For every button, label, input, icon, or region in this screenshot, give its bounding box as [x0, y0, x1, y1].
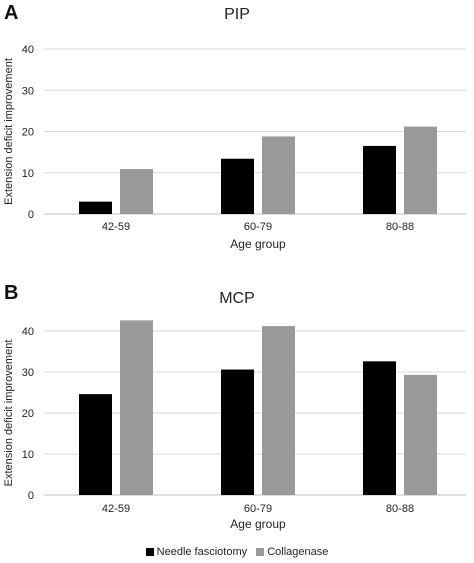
mcp-bar-needle-42-59	[79, 394, 112, 495]
legend: Needle fasciotomy Collagenase	[0, 546, 474, 559]
pip-bar-collagenase-60-79	[262, 136, 295, 214]
pip-bar-needle-80-88	[363, 145, 396, 214]
mcp-y-tick-label: 0	[28, 490, 34, 502]
mcp-bar-collagenase-42-59	[120, 320, 153, 495]
pip-bar-collagenase-80-88	[404, 126, 437, 214]
pip-x-axis-label: Age group	[230, 237, 286, 251]
mcp-x-axis-label: Age group	[230, 517, 286, 531]
mcp-bar-collagenase-60-79	[262, 326, 295, 495]
mcp-chart-title: MCP	[219, 290, 255, 307]
mcp-x-tick-label: 42-59	[102, 503, 130, 515]
panel-b-letter: B	[4, 282, 19, 304]
legend-swatch-collagenase	[256, 548, 265, 556]
mcp-y-tick-label: 10	[22, 449, 34, 461]
pip-bar-collagenase-42-59	[120, 169, 153, 214]
mcp-y-tick-label: 40	[22, 326, 34, 338]
pip-chart: PIP 0 10 20 30 40 42-59 60-79 80-88 Age group Exte…	[3, 6, 466, 251]
legend-swatch-needle	[145, 548, 154, 556]
legend-label-collagenase: Collagenase	[267, 546, 329, 558]
mcp-bar-needle-80-88	[363, 361, 396, 495]
pip-chart-title: PIP	[224, 6, 250, 23]
mcp-y-axis-label: Extension deficit improvement	[3, 340, 15, 487]
pip-y-tick-label: 20	[22, 127, 34, 139]
pip-x-tick-label: 42-59	[102, 221, 130, 233]
mcp-y-tick-label: 20	[22, 408, 34, 420]
pip-y-tick-label: 40	[22, 44, 34, 56]
pip-y-axis-label: Extension deficit improvement	[3, 58, 15, 205]
mcp-x-tick-label: 60-79	[244, 503, 272, 515]
mcp-y-tick-label: 30	[22, 367, 34, 379]
pip-bar-needle-42-59	[79, 201, 112, 214]
mcp-bar-collagenase-80-88	[404, 374, 437, 495]
legend-label-needle: Needle fasciotomy	[156, 546, 248, 558]
legend-item-collagenase: Collagenase	[256, 546, 328, 558]
pip-y-tick-label: 30	[22, 85, 34, 97]
mcp-chart: MCP 0 10 20 30 40 42-59 60-79 80-88 Age group Exte…	[3, 290, 466, 531]
mcp-bar-needle-60-79	[221, 369, 254, 495]
pip-x-tick-label: 80-88	[386, 221, 414, 233]
legend-item-needle: Needle fasciotomy	[145, 546, 248, 558]
mcp-x-tick-label: 80-88	[386, 503, 414, 515]
pip-y-tick-label: 0	[28, 209, 34, 221]
panel-a-letter: A	[4, 2, 19, 24]
pip-bar-needle-60-79	[221, 158, 254, 214]
pip-x-tick-label: 60-79	[244, 221, 272, 233]
pip-y-tick-label: 10	[22, 168, 34, 180]
